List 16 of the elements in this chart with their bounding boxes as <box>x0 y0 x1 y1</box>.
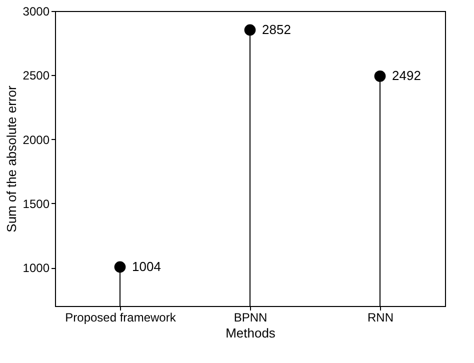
y-tick-label: 3000 <box>22 4 50 18</box>
point <box>244 24 256 36</box>
data-label: 2852 <box>262 22 291 37</box>
x-axis-title: Methods <box>226 326 276 340</box>
y-tick-label: 2500 <box>22 68 50 83</box>
y-tick-label: 1000 <box>22 261 50 276</box>
x-tick-label: BPNN <box>234 310 268 324</box>
data-label: 1004 <box>132 259 161 274</box>
point <box>374 70 386 82</box>
data-label: 2492 <box>392 68 421 84</box>
x-tick-label: RNN <box>368 310 394 324</box>
point <box>114 261 126 273</box>
y-tick-label: 1500 <box>22 196 50 211</box>
y-tick-label: 2000 <box>22 132 50 147</box>
x-tick-label: Proposed framework <box>65 310 177 324</box>
y-axis-title: Sum of the absolute error <box>4 84 19 232</box>
